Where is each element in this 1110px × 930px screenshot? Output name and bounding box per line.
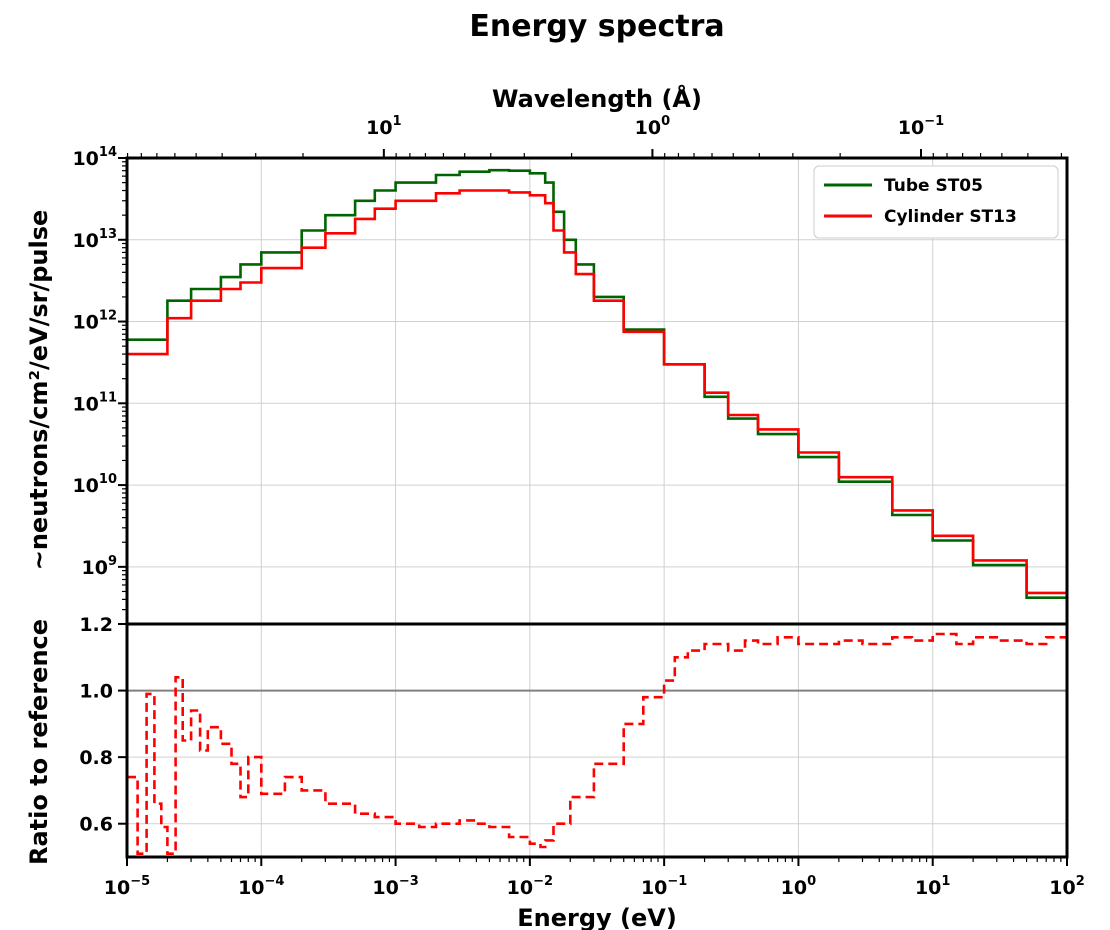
legend-label-cylinder-st13: Cylinder ST13 (884, 207, 1017, 227)
top-y-tick-label: 1012 (72, 309, 117, 334)
top-y-axis-label: ~neutrons/cm²/eV/sr/pulse (25, 210, 53, 571)
chart-title: Energy spectra (469, 9, 724, 44)
x-axis-label: Energy (eV) (517, 904, 677, 930)
x-tick-label: 10−1 (641, 874, 687, 899)
top-y-tick-label: 1010 (72, 472, 117, 497)
wavelength-tick-label: 100 (635, 114, 671, 139)
secondary-x-axis-label: Wavelength (Å) (492, 84, 702, 113)
bottom-y-tick-label: 1.2 (79, 614, 113, 636)
legend-box (813, 165, 1059, 239)
legend: Tube ST05 Cylinder ST13 (813, 165, 1059, 239)
bottom-grid (126, 623, 1068, 857)
legend-label-tube-st05: Tube ST05 (884, 176, 983, 196)
ratio-series-group (127, 632, 1069, 855)
wavelength-tick-label: 101 (366, 114, 402, 139)
top-y-tick-label: 1014 (72, 145, 117, 170)
top-y-tick-label: 109 (82, 554, 118, 579)
x-tick-label: 10−3 (372, 874, 418, 899)
x-tick-label: 10−2 (507, 874, 553, 899)
bottom-plot-frame (125, 622, 1069, 859)
x-tick-label: 100 (781, 874, 817, 899)
ratio-line-cylinder-vs-tube (127, 632, 1069, 855)
series-line-cylinder-st13 (127, 189, 1069, 617)
bottom-y-axis-label: Ratio to reference (25, 619, 53, 865)
x-tick-label: 101 (915, 874, 951, 899)
axis-ticks: 10−5 10−4 10−3 10−2 10−1 100 101 10210910101011… (72, 114, 1084, 899)
bottom-y-tick-label: 1.0 (79, 681, 113, 703)
x-tick-label: 10−4 (238, 874, 284, 899)
bottom-y-tick-label: 0.6 (79, 814, 113, 836)
top-y-tick-label: 1011 (72, 390, 117, 415)
x-tick-label: 10−5 (104, 874, 150, 899)
top-y-tick-label: 1013 (72, 227, 117, 252)
x-tick-label: 102 (1049, 874, 1085, 899)
wavelength-tick-label: 10−1 (898, 114, 944, 139)
bottom-y-tick-label: 0.8 (79, 747, 113, 769)
top-series-group (127, 168, 1069, 621)
